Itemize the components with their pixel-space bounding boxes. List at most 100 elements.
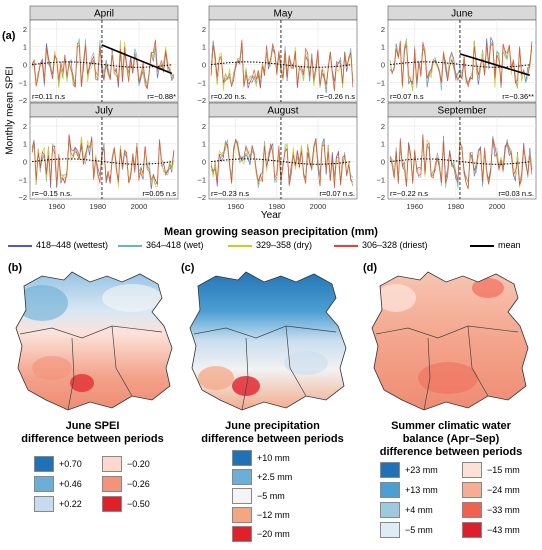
map-legend-label: +0.46 (59, 479, 82, 489)
r-right-label: r=0.07 n.s. (319, 189, 355, 198)
r-right-label: r=0.05 n.s (142, 189, 176, 198)
legend-item: 329–358 (dry) (228, 240, 312, 250)
y-tick-label: 1 (202, 43, 206, 52)
late-trend-line (101, 44, 173, 75)
legend-swatch (470, 244, 494, 247)
x-tick-label: 2000 (310, 202, 327, 211)
map-legend-label: −0.50 (127, 499, 150, 509)
map-legend-label: −33 mm (487, 505, 520, 515)
panel-b-label: (b) (8, 262, 23, 274)
map-c-legend: +10 mm +2.5 mm −5 mm −12 mm −20 mm (232, 450, 332, 550)
mean-line (211, 61, 351, 68)
map-legend-label: −0.20 (127, 459, 150, 469)
map-legend-label: +0.70 (59, 459, 82, 469)
map-legend-swatch (462, 502, 482, 518)
mean-line (390, 158, 530, 165)
map-legend-label: −20 mm (257, 529, 290, 539)
map-legend-swatch (34, 456, 54, 472)
map-c-title-line-2: difference between periods (201, 433, 344, 445)
map-b-title: June SPEI difference between periods (0, 420, 185, 446)
x-tick-label: 2000 (489, 202, 506, 211)
y-tick-label: 2 (381, 25, 385, 34)
y-tick-label: −1 (376, 78, 385, 87)
map-legend-label: −5 mm (257, 491, 285, 501)
r-right-label: r=−0.36** (502, 92, 534, 101)
panel-september: September −2 −1 0 1 2 1960 1980 2000 r=−0.22 n.s r… (376, 102, 537, 211)
map-d-title: Summer climatic water balance (Apr–Sep) … (360, 420, 542, 459)
y-tick-label: 1 (381, 43, 385, 52)
legend-item: 306–328 (driest) (334, 240, 428, 250)
y-tick-label: −1 (376, 175, 385, 184)
y-tick-label: −2 (376, 96, 385, 105)
x-tick-label: 1960 (406, 202, 423, 211)
panel-title: September (438, 106, 488, 117)
map-summer-water-balance (371, 271, 529, 411)
x-tick-label: 2000 (131, 202, 148, 211)
map-legend-swatch (102, 496, 122, 512)
legend-swatch (228, 244, 252, 247)
map-legend-swatch (232, 469, 252, 485)
map-d-title-line-3: difference between periods (379, 446, 523, 458)
mean-line (211, 158, 351, 165)
map-legend-label: −24 mm (487, 485, 520, 495)
x-tick-label: 1960 (48, 202, 65, 211)
y-tick-label: −2 (18, 193, 27, 202)
map-b-legend: +0.70 +0.46 +0.22 −0.20 −0.26 −0.50 (34, 456, 184, 536)
y-tick-label: −2 (18, 96, 27, 105)
map-legend-label: −43 mm (487, 525, 520, 535)
x-tick-label: 1980 (268, 202, 285, 211)
map-legend-swatch (380, 522, 400, 538)
y-tick-label: 2 (23, 25, 27, 34)
map-june-spei (15, 271, 173, 411)
plot-area (29, 19, 179, 103)
x-axis-label: Year (260, 210, 282, 221)
y-tick-label: 0 (381, 61, 385, 70)
series-line (31, 39, 175, 90)
map-legend-swatch (380, 462, 400, 478)
mean-line (32, 61, 172, 68)
map-legend-swatch (102, 456, 122, 472)
plot-area (208, 19, 358, 103)
y-tick-label: 2 (202, 25, 206, 34)
legend-swatch (8, 244, 32, 247)
mean-line (32, 158, 172, 165)
y-tick-label: 1 (23, 140, 27, 149)
legend-swatch (118, 244, 142, 247)
r-left-label: r=−0.15 n.s. (32, 189, 72, 198)
legend-swatch (334, 244, 358, 247)
r-left-label: r=0.11 n.s (32, 92, 65, 101)
y-tick-label: −1 (18, 78, 27, 87)
r-left-label: r=−0.23 n.s (211, 189, 249, 198)
map-legend-label: +10 mm (257, 453, 290, 463)
map-legend-swatch (380, 482, 400, 498)
y-tick-label: 0 (381, 158, 385, 167)
y-tick-label: 2 (202, 122, 206, 131)
legend-label: 364–418 (wet) (146, 240, 204, 250)
y-tick-label: −1 (197, 78, 206, 87)
legend-item: 418–448 (wettest) (8, 240, 108, 250)
series-line (389, 40, 533, 88)
map-legend-label: −0.26 (127, 479, 150, 489)
panel-april: April −2 −1 0 1 2 r=0.11 n.s r=−0.88* (18, 5, 179, 105)
legend-label: 418–448 (wettest) (36, 240, 109, 250)
x-tick-label: 1960 (227, 202, 244, 211)
map-d-legend: +23 mm +13 mm +4 mm −5 mm −15 mm −24 mm −33 mm… (380, 462, 540, 550)
y-tick-label: 1 (23, 43, 27, 52)
spei-time-series: April −2 −1 0 1 2 r=0.11 n.s r=−0.88* May −2 −1 0 1 2… (18, 5, 537, 211)
y-tick-label: 0 (202, 61, 206, 70)
panel-title: July (95, 106, 113, 117)
series-line (210, 39, 354, 91)
panel-a-label: (a) (2, 30, 16, 42)
series-line (31, 135, 175, 187)
map-legend-label: +4 mm (405, 505, 433, 515)
legend-item: 364–418 (wet) (118, 240, 204, 250)
series-line (210, 138, 354, 189)
map-legend-label: +2.5 mm (257, 472, 293, 482)
y-tick-label: 0 (23, 158, 27, 167)
map-b-title-line-1: June SPEI (65, 420, 120, 432)
map-legend-label: +0.22 (59, 499, 82, 509)
y-tick-label: −2 (197, 96, 206, 105)
map-legend-swatch (102, 476, 122, 492)
map-legend-swatch (462, 522, 482, 538)
y-tick-label: 2 (23, 122, 27, 131)
